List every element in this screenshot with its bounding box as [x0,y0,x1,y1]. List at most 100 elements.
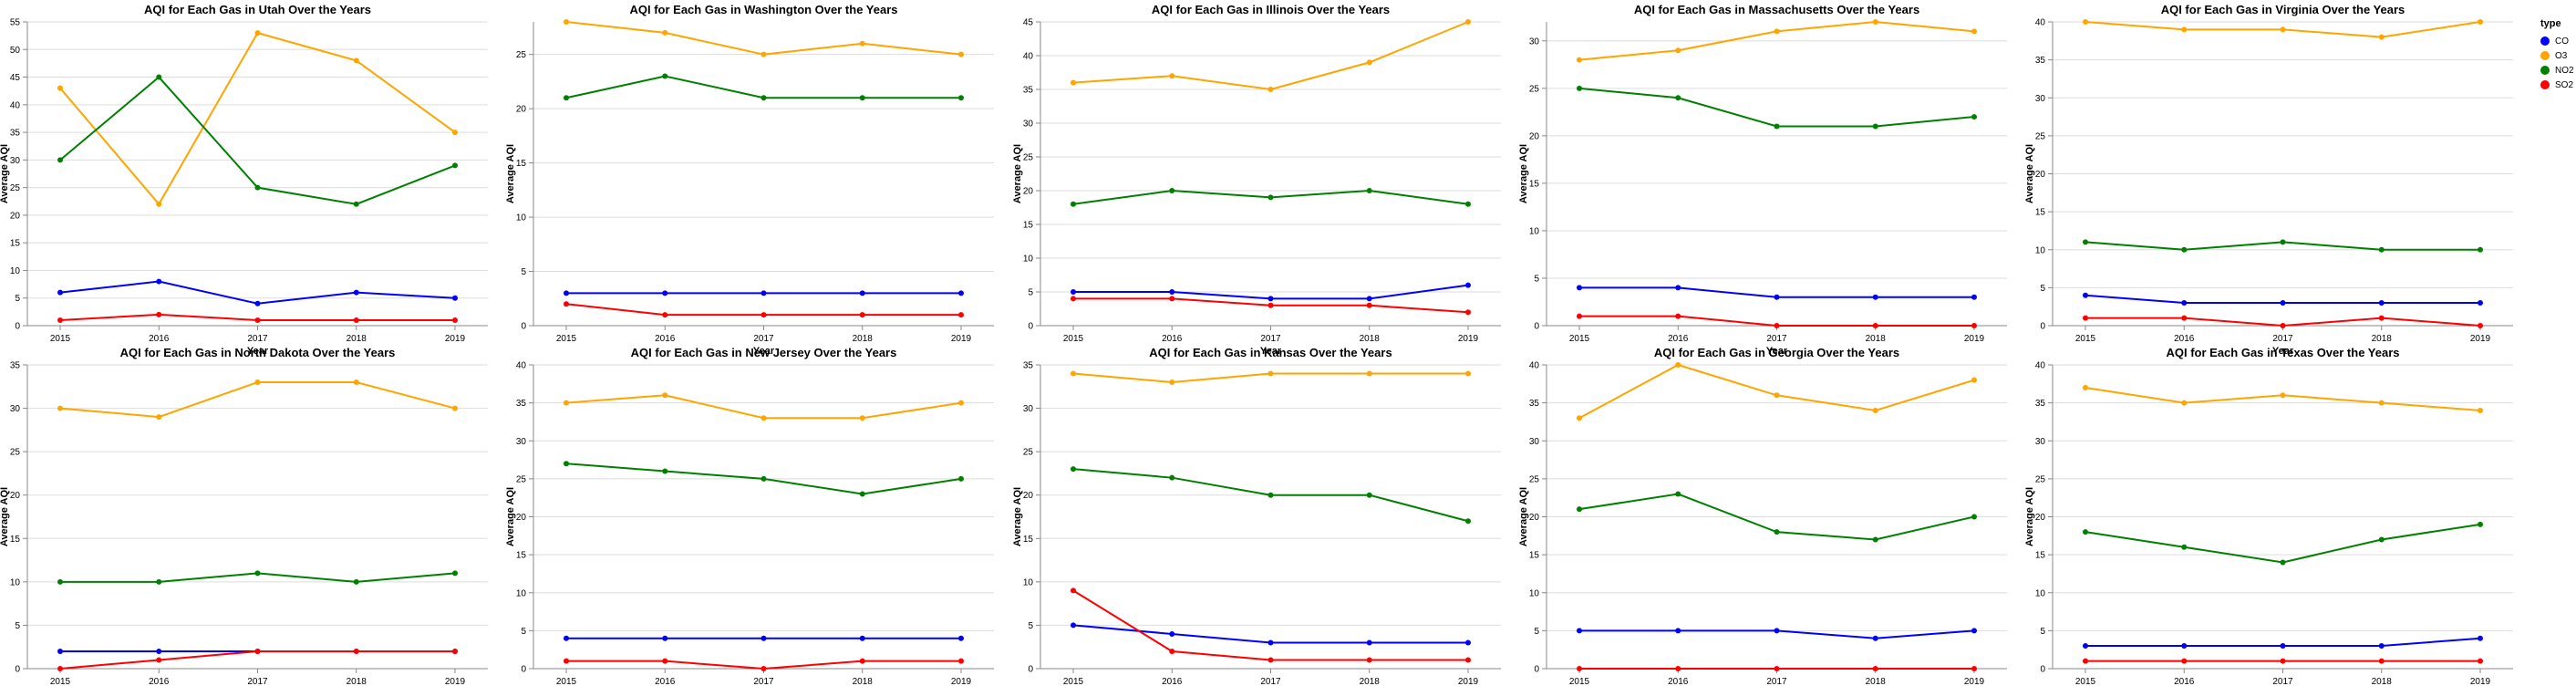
data-point-co [1577,628,1582,634]
data-point-no2 [156,74,162,80]
chart-panel: AQI for Each Gas in Kansas Over the Year… [1012,343,1533,686]
series-line-o3 [59,31,456,206]
x-tick-label: 2018 [2372,334,2393,344]
data-point-co [1366,639,1372,646]
data-point-o3 [1872,407,1878,413]
y-tick-label: 55 [10,18,21,28]
x-axis-label: Year [1766,346,1788,357]
data-point-no2 [353,578,359,585]
x-tick-label: 2019 [445,334,466,344]
data-point-o3 [1071,79,1076,86]
data-point-co [1872,635,1878,641]
data-point-no2 [57,578,63,585]
y-axis-label: Average AQI [1012,487,1023,546]
y-tick-label: 30 [10,156,21,166]
data-point-o3 [2378,400,2385,406]
data-point-so2 [353,317,359,323]
data-point-so2 [1774,666,1780,671]
y-tick-label: 35 [2035,399,2046,409]
data-point-o3 [760,415,767,421]
y-tick-label: 10 [10,577,21,587]
data-point-no2 [2181,544,2188,550]
chart-svg: AQI for Each Gas in North Dakota Over th… [0,346,488,686]
x-tick-label: 2019 [2470,334,2491,344]
data-point-o3 [2181,400,2188,406]
x-tick-label: 2015 [1063,334,1084,344]
data-point-no2 [1774,123,1780,130]
data-point-no2 [1267,492,1274,498]
y-tick-label: 15 [516,551,527,561]
y-tick-label: 0 [2040,665,2045,675]
chart-title: AQI for Each Gas in Kansas Over the Year… [1149,346,1391,359]
legend-swatch [2540,66,2550,75]
data-point-co [662,635,668,641]
data-point-co [859,635,865,641]
x-tick-label: 2016 [149,334,170,344]
data-point-no2 [2378,246,2385,253]
data-point-o3 [958,51,964,57]
data-point-o3 [452,130,458,136]
chart-svg: AQI for Each Gas in Illinois Over the Ye… [1012,3,1501,357]
data-point-o3 [2083,384,2088,390]
data-point-co [156,648,162,654]
y-tick-label: 25 [1529,84,1540,94]
x-tick-label: 2015 [50,334,71,344]
x-tick-label: 2017 [1260,677,1281,686]
data-point-so2 [2083,658,2088,664]
y-tick-label: 25 [1023,448,1034,458]
data-point-no2 [156,578,162,585]
chart-title: AQI for Each Gas in Massachusetts Over t… [1634,3,1919,16]
y-tick-label: 5 [2040,284,2045,294]
y-tick-label: 5 [1028,621,1033,631]
data-point-no2 [2478,521,2483,527]
data-point-o3 [958,400,964,406]
legend-item-o3: O3 [2540,48,2574,63]
data-point-o3 [1577,415,1582,421]
data-point-co [156,278,162,285]
legend: type CO O3 NO2 SO2 [2540,18,2574,92]
data-point-o3 [1577,57,1582,63]
data-point-no2 [1267,194,1274,201]
x-tick-label: 2016 [655,334,676,344]
series-line-no2 [565,75,961,99]
data-point-no2 [1971,514,1977,520]
x-tick-label: 2018 [1360,677,1381,686]
y-tick-label: 10 [1023,577,1034,587]
x-axis-label: Year [753,346,775,357]
x-tick-label: 2017 [2272,677,2293,686]
y-tick-label: 15 [2035,551,2046,561]
data-point-no2 [1577,506,1582,513]
y-tick-label: 5 [15,621,20,631]
data-point-no2 [1465,518,1471,525]
data-point-so2 [353,648,359,654]
data-point-o3 [1774,392,1780,399]
data-point-no2 [1071,466,1076,473]
data-point-o3 [254,379,261,386]
data-point-co [1366,296,1372,302]
x-tick-label: 2019 [2470,677,2491,686]
data-point-so2 [254,648,261,654]
x-tick-label: 2018 [853,334,874,344]
y-tick-label: 20 [1529,513,1540,523]
x-tick-label: 2019 [951,677,972,686]
x-tick-label: 2018 [347,334,367,344]
chart-panel: AQI for Each Gas in Illinois Over the Ye… [1012,0,1533,357]
data-point-co [1774,628,1780,634]
y-tick-label: 0 [15,322,20,332]
y-tick-label: 20 [516,513,527,523]
x-axis-label: Year [1260,346,1282,357]
data-point-co [1169,289,1175,295]
data-point-so2 [1675,666,1681,671]
legend-items: CO O3 NO2 SO2 [2540,34,2574,92]
y-tick-label: 15 [516,159,527,169]
data-point-co [662,290,668,296]
chart-svg: AQI for Each Gas in Utah Over the Years 0… [0,3,488,357]
x-tick-label: 2016 [1668,334,1689,344]
series-line-o3 [565,21,962,56]
y-tick-label: 25 [10,448,21,458]
data-point-so2 [2181,315,2188,321]
series-line-no2 [1578,87,1975,128]
data-point-co [760,635,767,641]
data-point-so2 [254,317,261,323]
